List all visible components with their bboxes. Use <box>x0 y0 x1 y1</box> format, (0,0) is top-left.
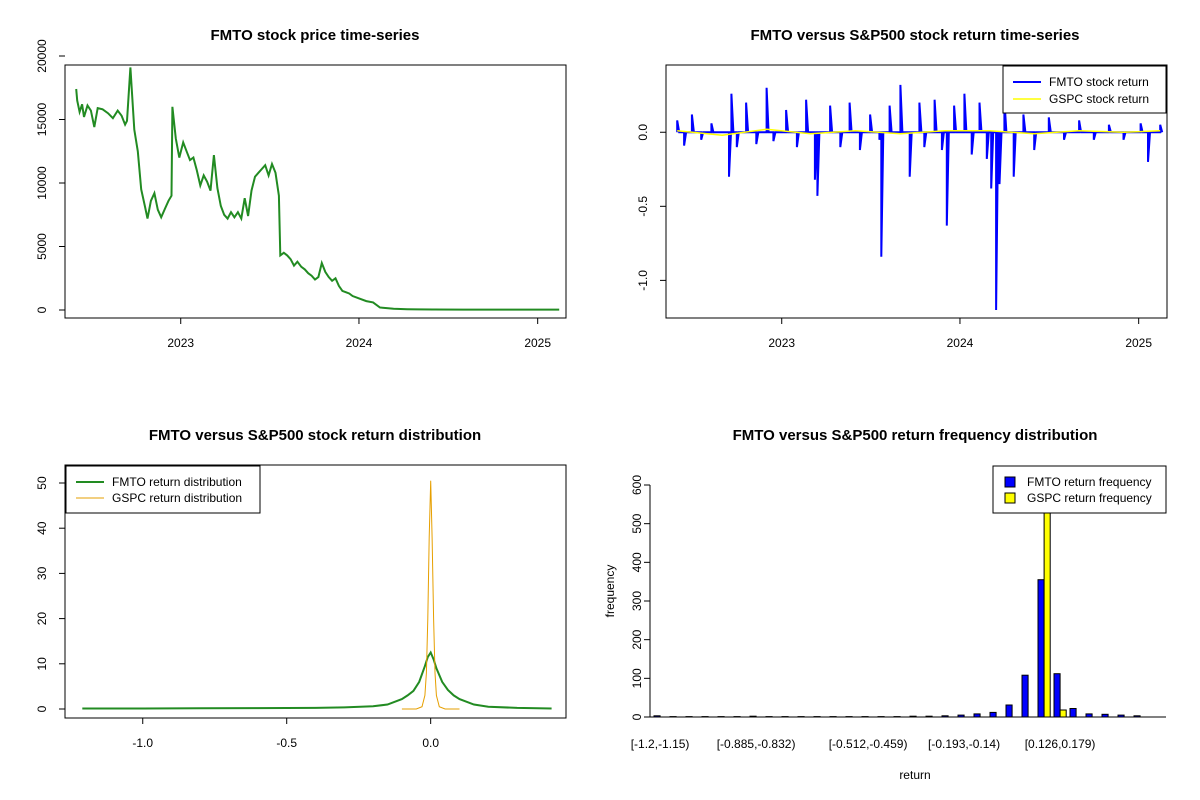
x-tick-label: 2025 <box>524 336 551 350</box>
x-tick-label: [-1.2,-1.15) <box>631 737 690 751</box>
legend: FMTO return distribution GSPC return dis… <box>65 465 261 514</box>
x-tick-label: [-0.193,-0.14) <box>928 737 1000 751</box>
x-tick-label: [-0.512,-0.459) <box>829 737 908 751</box>
x-tick-label: -1.0 <box>132 736 153 750</box>
legend-label: FMTO return frequency <box>1027 475 1152 489</box>
chart-title: FMTO versus S&P500 stock return distribu… <box>149 427 481 444</box>
fmto-density-line <box>82 650 552 710</box>
x-tick-label: 2023 <box>768 336 795 350</box>
legend-label: GSPC stock return <box>1049 92 1149 106</box>
panel-return-distribution: FMTO versus S&P500 stock return distribu… <box>35 427 567 750</box>
y-tick-label: 10 <box>35 657 49 671</box>
gspc-return-line <box>677 128 1161 136</box>
chart-title: FMTO versus S&P500 stock return time-ser… <box>750 27 1079 44</box>
y-tick-label: 0.0 <box>636 124 650 141</box>
plot-frame <box>665 64 1168 319</box>
plot-frame <box>64 464 567 719</box>
fmto-bar <box>1037 579 1045 718</box>
fmto-bar <box>1005 704 1013 718</box>
legend-box <box>65 465 261 514</box>
x-tick-label: [-0.885,-0.832) <box>717 737 796 751</box>
y-tick-label: 300 <box>630 591 644 611</box>
y-axis-label: frequency <box>603 565 617 618</box>
legend: FMTO return frequency GSPC return freque… <box>992 465 1167 514</box>
x-tick-label: 2024 <box>947 336 974 350</box>
y-tick-label: 400 <box>630 552 644 572</box>
y-tick-label: 20 <box>35 612 49 626</box>
x-tick-label: -0.5 <box>276 736 297 750</box>
legend-label: FMTO stock return <box>1049 75 1149 89</box>
legend-swatch <box>1004 476 1016 488</box>
gspc-density-line <box>401 480 460 710</box>
gspc-bar <box>1059 709 1067 718</box>
chart-title: FMTO versus S&P500 return frequency dist… <box>733 427 1098 444</box>
fmto-bar <box>989 711 997 718</box>
fmto-bar <box>1021 674 1029 718</box>
y-tick-label: 20000 <box>35 39 49 73</box>
y-tick-label: 50 <box>35 476 49 490</box>
x-tick-label: [0.126,0.179) <box>1025 737 1096 751</box>
y-tick-label: 5000 <box>35 233 49 260</box>
panel-return-timeseries: FMTO versus S&P500 stock return time-ser… <box>636 27 1168 350</box>
legend-label: FMTO return distribution <box>112 475 242 489</box>
legend-swatch <box>1004 492 1016 504</box>
plot-frame <box>64 64 567 319</box>
legend: FMTO stock return GSPC stock return <box>1002 65 1167 114</box>
fmto-bar <box>1053 673 1061 718</box>
fmto-return-line <box>676 84 1164 311</box>
y-tick-label: 100 <box>630 668 644 688</box>
x-tick-label: 2024 <box>346 336 373 350</box>
x-tick-label: 2023 <box>167 336 194 350</box>
y-tick-label: 600 <box>630 475 644 495</box>
legend-label: GSPC return distribution <box>112 491 242 505</box>
y-tick-label: 30 <box>35 566 49 580</box>
y-tick-label: 10000 <box>35 166 49 200</box>
legend-box <box>992 465 1167 514</box>
y-tick-label: -1.0 <box>636 270 650 291</box>
y-tick-label: 15000 <box>35 102 49 136</box>
panel-stock-price: FMTO stock price time-series 2023 2024 202… <box>35 27 567 350</box>
y-tick-label: 0 <box>630 713 644 720</box>
x-axis-label: return <box>899 768 930 782</box>
y-tick-label: 0 <box>35 705 49 712</box>
panel-return-frequency: FMTO versus S&P500 return frequency dist… <box>603 427 1167 782</box>
x-tick-label: 2025 <box>1125 336 1152 350</box>
fmto-bar <box>1069 708 1077 718</box>
y-tick-label: 200 <box>630 629 644 649</box>
y-tick-label: 40 <box>35 521 49 535</box>
legend-label: GSPC return frequency <box>1027 491 1152 505</box>
y-tick-label: 500 <box>630 513 644 533</box>
y-tick-label: 0 <box>35 306 49 313</box>
chart-title: FMTO stock price time-series <box>211 27 420 44</box>
y-tick-label: -0.5 <box>636 196 650 217</box>
x-tick-label: 0.0 <box>422 736 439 750</box>
legend-box <box>1002 65 1167 114</box>
price-series-line <box>75 67 560 311</box>
